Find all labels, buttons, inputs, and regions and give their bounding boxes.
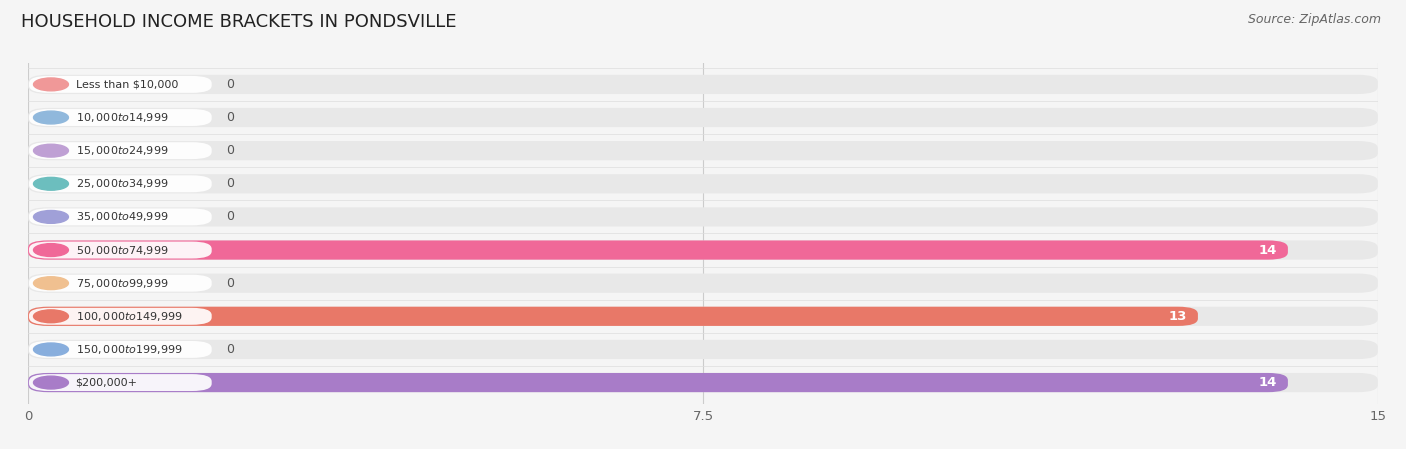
FancyBboxPatch shape [30, 76, 212, 93]
Text: Less than $10,000: Less than $10,000 [76, 79, 179, 89]
FancyBboxPatch shape [30, 142, 212, 159]
Text: 14: 14 [1258, 376, 1277, 389]
Text: 13: 13 [1168, 310, 1187, 323]
Text: 0: 0 [226, 177, 233, 190]
FancyBboxPatch shape [28, 307, 1378, 326]
FancyBboxPatch shape [28, 307, 1198, 326]
FancyBboxPatch shape [30, 208, 212, 225]
Circle shape [34, 78, 69, 91]
FancyBboxPatch shape [30, 275, 212, 292]
Text: $150,000 to $199,999: $150,000 to $199,999 [76, 343, 183, 356]
FancyBboxPatch shape [28, 273, 1378, 293]
FancyBboxPatch shape [28, 240, 1378, 260]
Text: 0: 0 [226, 343, 233, 356]
Text: HOUSEHOLD INCOME BRACKETS IN PONDSVILLE: HOUSEHOLD INCOME BRACKETS IN PONDSVILLE [21, 13, 457, 31]
Text: $50,000 to $74,999: $50,000 to $74,999 [76, 243, 169, 256]
FancyBboxPatch shape [28, 75, 1378, 94]
FancyBboxPatch shape [28, 340, 1378, 359]
Circle shape [34, 310, 69, 323]
FancyBboxPatch shape [30, 341, 212, 358]
FancyBboxPatch shape [30, 109, 212, 126]
Text: Source: ZipAtlas.com: Source: ZipAtlas.com [1247, 13, 1381, 26]
Circle shape [34, 144, 69, 157]
Text: $25,000 to $34,999: $25,000 to $34,999 [76, 177, 169, 190]
FancyBboxPatch shape [30, 374, 212, 391]
FancyBboxPatch shape [28, 174, 1378, 194]
Text: $100,000 to $149,999: $100,000 to $149,999 [76, 310, 183, 323]
FancyBboxPatch shape [28, 108, 1378, 127]
Circle shape [34, 376, 69, 389]
Circle shape [34, 177, 69, 190]
Text: 0: 0 [226, 211, 233, 224]
FancyBboxPatch shape [28, 207, 1378, 227]
Circle shape [34, 211, 69, 223]
Text: $75,000 to $99,999: $75,000 to $99,999 [76, 277, 169, 290]
FancyBboxPatch shape [30, 175, 212, 192]
Text: $200,000+: $200,000+ [76, 378, 138, 387]
FancyBboxPatch shape [28, 373, 1288, 392]
Text: $10,000 to $14,999: $10,000 to $14,999 [76, 111, 169, 124]
Text: $15,000 to $24,999: $15,000 to $24,999 [76, 144, 169, 157]
Text: 0: 0 [226, 277, 233, 290]
FancyBboxPatch shape [30, 242, 212, 259]
FancyBboxPatch shape [30, 308, 212, 325]
FancyBboxPatch shape [28, 141, 1378, 160]
FancyBboxPatch shape [28, 240, 1288, 260]
Text: 14: 14 [1258, 243, 1277, 256]
Text: $35,000 to $49,999: $35,000 to $49,999 [76, 211, 169, 224]
Circle shape [34, 277, 69, 290]
FancyBboxPatch shape [28, 373, 1378, 392]
Circle shape [34, 244, 69, 256]
Circle shape [34, 111, 69, 124]
Text: 0: 0 [226, 144, 233, 157]
Circle shape [34, 343, 69, 356]
Text: 0: 0 [226, 111, 233, 124]
Text: 0: 0 [226, 78, 233, 91]
